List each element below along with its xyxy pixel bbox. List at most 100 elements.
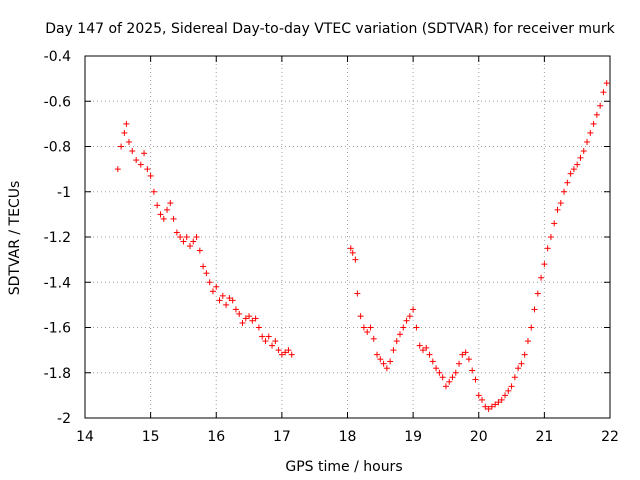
- data-point: [488, 403, 495, 410]
- data-point: [349, 249, 356, 256]
- data-point: [541, 261, 548, 268]
- data-point: [544, 245, 551, 252]
- data-point: [383, 365, 390, 372]
- data-point: [232, 306, 239, 313]
- data-point: [574, 161, 581, 168]
- data-point: [524, 338, 531, 345]
- data-point: [288, 351, 295, 358]
- x-tick-label: 16: [207, 429, 225, 445]
- y-tick-label: -0.8: [44, 140, 71, 156]
- data-point: [403, 317, 410, 324]
- data-points: [114, 80, 610, 412]
- data-point: [439, 374, 446, 381]
- data-point: [423, 344, 430, 351]
- data-point: [347, 245, 354, 252]
- data-point: [209, 288, 216, 295]
- data-point: [219, 292, 226, 299]
- grid-lines: [85, 56, 610, 418]
- data-point: [226, 295, 233, 302]
- data-point: [406, 313, 413, 320]
- data-point: [246, 313, 253, 320]
- data-point: [200, 263, 207, 270]
- data-point: [515, 365, 522, 372]
- data-point: [485, 405, 492, 412]
- data-point: [370, 335, 377, 342]
- data-point: [538, 274, 545, 281]
- data-point: [193, 234, 200, 240]
- data-point: [352, 256, 359, 263]
- data-point: [561, 188, 568, 195]
- data-point: [449, 374, 456, 381]
- data-point: [580, 148, 587, 155]
- data-point: [133, 157, 140, 164]
- data-point: [462, 349, 469, 356]
- data-point: [262, 338, 269, 345]
- data-point: [374, 351, 381, 358]
- data-point: [587, 129, 594, 136]
- data-point: [472, 376, 479, 383]
- data-point: [177, 234, 184, 240]
- data-point: [164, 206, 171, 213]
- data-point: [442, 383, 449, 390]
- data-point: [272, 338, 279, 345]
- y-axis-label: SDTVAR / TECUs: [7, 181, 23, 296]
- data-point: [123, 120, 130, 127]
- data-point: [456, 360, 463, 367]
- axis-ticks: [84, 55, 611, 419]
- x-tick-label: 15: [142, 429, 160, 445]
- data-point: [144, 166, 151, 173]
- x-tick-label: 14: [76, 429, 94, 445]
- x-tick-labels: 14 15 16 17 18 19 20 21 22: [76, 429, 619, 445]
- data-point: [360, 324, 367, 331]
- data-point: [518, 360, 525, 367]
- data-point: [150, 188, 157, 195]
- data-point: [255, 324, 262, 331]
- data-point: [354, 290, 361, 297]
- chart-title: Day 147 of 2025, Sidereal Day-to-day VTE…: [45, 21, 615, 37]
- data-point: [400, 324, 407, 331]
- data-point: [410, 306, 417, 313]
- data-point: [180, 238, 187, 245]
- data-point: [452, 369, 459, 376]
- data-point: [511, 374, 518, 381]
- data-point: [531, 306, 538, 313]
- data-point: [252, 315, 259, 322]
- x-tick-label: 18: [339, 429, 357, 445]
- y-tick-label: -1.2: [44, 230, 71, 246]
- data-point: [364, 329, 371, 336]
- data-point: [377, 356, 384, 363]
- data-point: [216, 297, 223, 304]
- data-point: [584, 138, 591, 145]
- data-point: [495, 399, 502, 406]
- data-point: [367, 324, 374, 331]
- data-point: [564, 179, 571, 186]
- data-point: [557, 200, 564, 207]
- data-point: [593, 111, 600, 118]
- data-point: [469, 367, 476, 374]
- data-point: [534, 290, 541, 297]
- data-point: [603, 80, 610, 87]
- data-point: [590, 120, 597, 127]
- x-tick-label: 20: [470, 429, 488, 445]
- data-point: [125, 138, 132, 145]
- data-point: [285, 347, 292, 354]
- data-point: [380, 360, 387, 367]
- data-point: [118, 143, 125, 150]
- data-point: [282, 349, 289, 356]
- data-point: [465, 356, 472, 363]
- data-point: [249, 317, 256, 324]
- data-point: [242, 315, 249, 322]
- data-point: [429, 358, 436, 365]
- data-point: [479, 396, 486, 403]
- data-point: [187, 243, 193, 250]
- data-point: [570, 166, 577, 173]
- y-tick-label: -1.4: [44, 275, 71, 291]
- data-point: [505, 387, 512, 394]
- data-point: [269, 342, 276, 349]
- y-tick-label: -1.6: [44, 321, 71, 337]
- y-tick-label: -1: [57, 185, 71, 201]
- x-tick-label: 17: [273, 429, 291, 445]
- data-point: [528, 324, 535, 331]
- data-point: [413, 324, 420, 331]
- data-point: [236, 310, 243, 317]
